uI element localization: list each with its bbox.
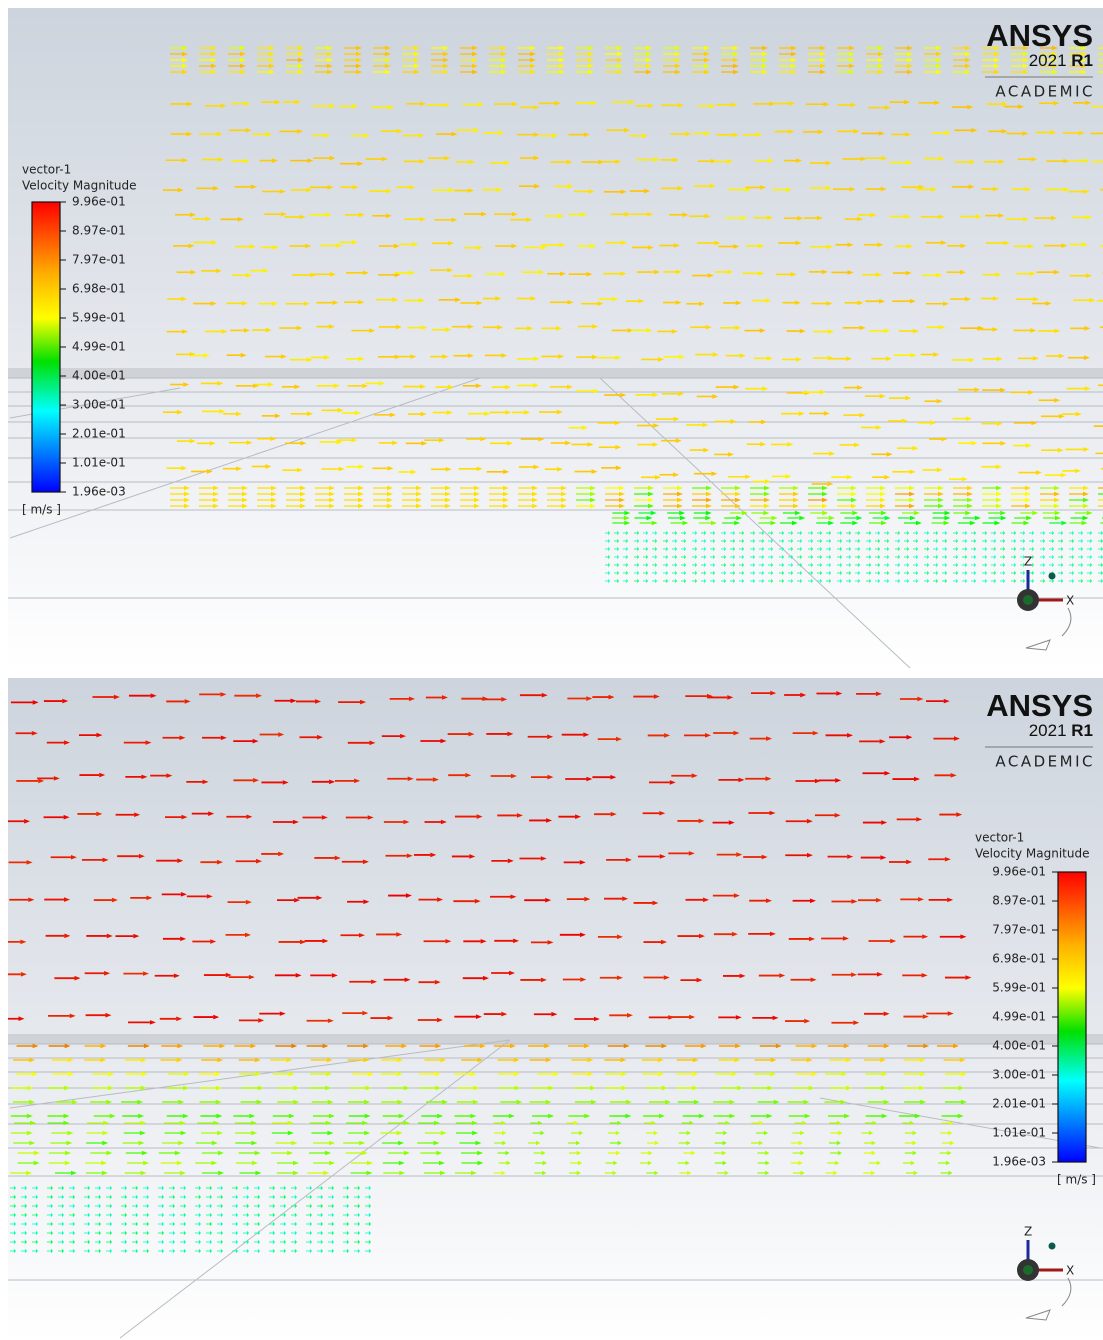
colorbar: [1058, 872, 1086, 1162]
legend-unit: [ m/s ]: [22, 503, 61, 517]
colorbar-label: 4.99e-01: [72, 340, 126, 354]
colorbar-label: 1.01e-01: [992, 1126, 1046, 1140]
triad-dot: [1049, 1243, 1056, 1250]
triad-x-label: X: [1066, 594, 1074, 608]
floor-band: [8, 368, 1103, 378]
logo-brand: ANSYS: [986, 688, 1093, 723]
panel-background: [8, 8, 1103, 670]
triad-z-label: Z: [1024, 555, 1032, 569]
colorbar: [32, 202, 60, 492]
colorbar-label: 7.97e-01: [72, 253, 126, 267]
logo-release: R1: [1071, 51, 1093, 70]
colorbar-label: 4.99e-01: [992, 1010, 1046, 1024]
colorbar-label: 8.97e-01: [992, 894, 1046, 908]
colorbar-label: 8.97e-01: [72, 224, 126, 238]
viewport: ANSYS2021 R1ACADEMICvector-1Velocity Mag…: [0, 0, 1103, 1340]
colorbar-label: 9.96e-01: [992, 865, 1046, 879]
triad-z-label: Z: [1024, 1225, 1032, 1239]
colorbar-label: 4.00e-01: [72, 369, 126, 383]
logo-edition: ACADEMIC: [995, 83, 1095, 101]
colorbar-label: 3.00e-01: [992, 1068, 1046, 1082]
legend-quantity: Velocity Magnitude: [975, 847, 1089, 861]
triad-origin: [1023, 595, 1033, 605]
legend-quantity: Velocity Magnitude: [22, 179, 136, 193]
legend-name: vector-1: [975, 831, 1024, 845]
logo-edition: ACADEMIC: [995, 753, 1095, 771]
floor-band: [8, 1034, 1103, 1044]
colorbar-label: 5.99e-01: [992, 981, 1046, 995]
colorbar-label: 6.98e-01: [72, 282, 126, 296]
colorbar-label: 1.96e-03: [72, 485, 126, 499]
colorbar-label: 1.96e-03: [992, 1155, 1046, 1169]
colorbar-label: 1.01e-01: [72, 456, 126, 470]
colorbar-label: 4.00e-01: [992, 1039, 1046, 1053]
colorbar-label: 2.01e-01: [992, 1097, 1046, 1111]
logo-version: 2021 R1: [1029, 721, 1093, 740]
legend-unit: [ m/s ]: [1057, 1173, 1096, 1187]
logo-version: 2021: [1029, 721, 1067, 740]
colorbar-label: 9.96e-01: [72, 195, 126, 209]
logo-brand: ANSYS: [986, 18, 1093, 53]
legend-name: vector-1: [22, 163, 71, 177]
panel-background: [8, 678, 1103, 1340]
triad-origin: [1023, 1265, 1033, 1275]
colorbar-label: 7.97e-01: [992, 923, 1046, 937]
logo-version: 2021 R1: [1029, 51, 1093, 70]
triad-dot: [1049, 573, 1056, 580]
colorbar-label: 3.00e-01: [72, 398, 126, 412]
logo-release: R1: [1071, 721, 1093, 740]
colorbar-label: 6.98e-01: [992, 952, 1046, 966]
colorbar-label: 2.01e-01: [72, 427, 126, 441]
page: ANSYS2021 R1ACADEMICvector-1Velocity Mag…: [0, 0, 1103, 1340]
colorbar-label: 5.99e-01: [72, 311, 126, 325]
logo-version: 2021: [1029, 51, 1067, 70]
triad-x-label: X: [1066, 1264, 1074, 1278]
